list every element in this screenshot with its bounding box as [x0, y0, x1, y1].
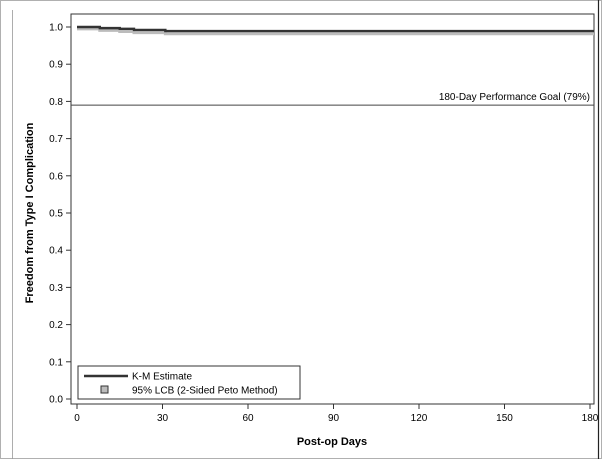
y-tick-label: 0.5 — [49, 209, 63, 220]
legend: K-M Estimate 95% LCB (2-Sided Peto Metho… — [77, 365, 301, 400]
y-tick-label: 0.8 — [49, 97, 63, 108]
performance-goal-label: 180-Day Performance Goal (79%) — [439, 92, 590, 103]
x-axis-title: Post-op Days — [297, 436, 367, 448]
y-tick-label: 0.1 — [49, 357, 63, 368]
legend-label-lcb: 95% LCB (2-Sided Peto Method) — [132, 386, 278, 397]
x-tick-label: 180 — [582, 413, 599, 424]
y-tick-label: 0.3 — [49, 283, 63, 294]
x-tick-label: 150 — [496, 413, 513, 424]
plot-area — [70, 13, 595, 405]
km-estimate-line — [77, 25, 594, 33]
y-tick-label: 0.6 — [49, 171, 63, 182]
y-tick-label: 0.2 — [49, 320, 63, 331]
x-tick-label: 30 — [157, 413, 169, 424]
y-tick-label: 0.4 — [49, 246, 63, 257]
y-tick-label: 1.0 — [49, 23, 63, 34]
x-tick-label: 60 — [242, 413, 254, 424]
y-axis-title: Freedom from Type I Complication — [24, 122, 36, 303]
legend-box — [77, 365, 301, 400]
legend-swatch-lcb — [100, 385, 109, 394]
series-layer — [77, 25, 594, 36]
lcb-band — [77, 27, 594, 36]
reference-lines: 180-Day Performance Goal (79%) — [71, 92, 594, 106]
y-axis: 0.0 0.1 0.2 0.3 0.4 0.5 0.6 0.7 0.8 0.9 1.0 — [49, 23, 71, 406]
y-tick-label: 0.9 — [49, 60, 63, 71]
x-tick-label: 120 — [411, 413, 428, 424]
x-axis: 0 30 60 90 120 150 180 — [74, 404, 599, 424]
legend-label-km: K-M Estimate — [132, 372, 192, 383]
y-tick-label: 0.7 — [49, 134, 63, 145]
x-tick-label: 0 — [74, 413, 80, 424]
x-tick-label: 90 — [328, 413, 340, 424]
y-tick-label: 0.0 — [49, 395, 63, 406]
